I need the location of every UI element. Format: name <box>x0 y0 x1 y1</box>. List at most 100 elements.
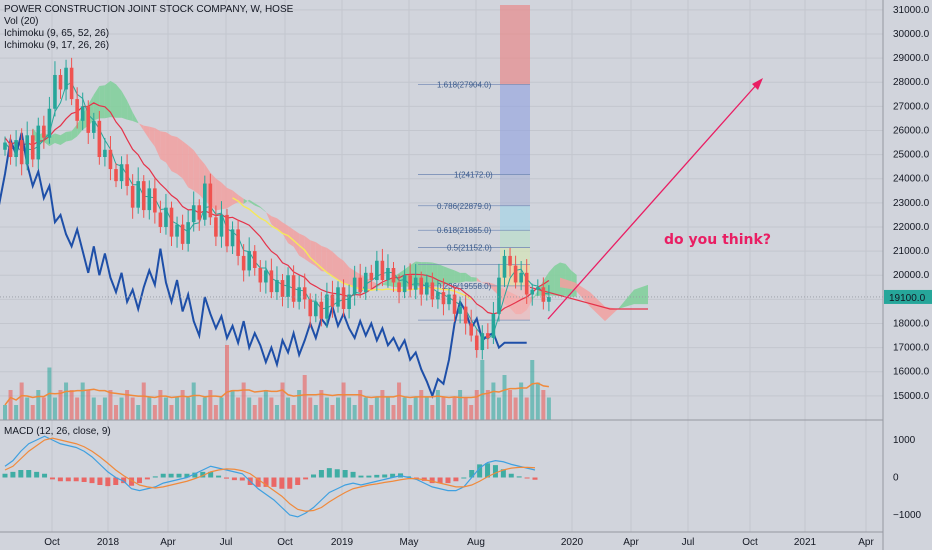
cloud-segment <box>116 84 122 118</box>
time-tick-label: Jul <box>220 537 233 548</box>
legend-macd[interactable]: MACD (12, 26, close, 9) <box>4 426 111 437</box>
volume-bar <box>91 397 96 420</box>
volume-bar <box>519 382 524 420</box>
candle-body <box>536 287 540 290</box>
volume-bar <box>186 397 191 420</box>
volume-bar <box>114 405 118 420</box>
cloud-segment <box>476 277 483 283</box>
volume-bar <box>241 382 246 420</box>
macd-histogram-bar <box>42 473 48 478</box>
candle-body <box>358 277 362 293</box>
candle-body <box>19 140 24 165</box>
future-cloud-segment <box>634 284 648 305</box>
cloud-segment <box>110 80 116 118</box>
legend-main-title[interactable]: POWER CONSTRUCTION JOINT STOCK COMPANY, … <box>4 4 294 15</box>
macd-histogram-bar <box>477 464 483 478</box>
volume-bar <box>286 397 291 420</box>
volume-bar <box>496 397 501 420</box>
volume-bar <box>297 390 302 420</box>
cloud-segment <box>171 135 178 174</box>
candle-body <box>214 217 218 237</box>
candle-body <box>436 292 440 300</box>
fib-level-label: 1(24172.0) <box>454 171 493 180</box>
candle-body <box>47 108 52 138</box>
volume-bar <box>363 397 368 420</box>
candle-body <box>547 296 551 302</box>
price-tick-label: 15000.0 <box>893 391 930 402</box>
candle-body <box>97 120 102 158</box>
candle-body <box>408 275 412 290</box>
candle-body <box>191 205 196 223</box>
legend-ichimoku-2[interactable]: Ichimoku (9, 17, 26, 26) <box>4 40 110 51</box>
candle-body <box>269 270 274 293</box>
macd-pane: 1000 0 −1000 <box>2 435 922 521</box>
last-price-label-bg <box>884 289 932 304</box>
volume-bar <box>202 397 207 420</box>
candle-body <box>314 301 318 317</box>
candle-body <box>75 99 79 121</box>
cloud-segment <box>243 198 250 204</box>
macd-histogram-bar <box>129 477 135 486</box>
volume-bar <box>397 382 402 420</box>
candle-body <box>319 301 324 319</box>
candle-body <box>25 135 29 165</box>
cloud-segment <box>321 245 327 272</box>
volume-bar <box>330 405 335 420</box>
candle-body <box>413 277 418 290</box>
cloud-segment <box>188 145 194 191</box>
candle-body <box>230 229 235 247</box>
cloud-segment <box>71 124 78 141</box>
price-tick-label: 31000.0 <box>893 5 930 16</box>
volume-bar <box>502 375 507 420</box>
macd-line <box>4 435 536 518</box>
macd-histogram-bar <box>97 477 103 485</box>
macd-histogram-bar <box>445 477 451 484</box>
volume-bar <box>158 390 163 420</box>
macd-histogram-bar <box>342 470 348 478</box>
cloud-segment <box>121 90 128 120</box>
candle-body <box>397 282 401 293</box>
candle-body <box>236 229 240 256</box>
candle-body <box>141 181 146 211</box>
macd-tick-label: −1000 <box>893 510 922 521</box>
candle-body <box>469 323 473 336</box>
candle-body <box>108 149 113 170</box>
future-cloud-segment <box>605 306 618 322</box>
volume-bar <box>491 382 496 420</box>
candle-body <box>524 272 529 295</box>
volume-bar <box>236 397 241 420</box>
candlesticks[interactable] <box>3 57 551 360</box>
candle-body <box>30 135 35 160</box>
candle-body <box>341 287 346 310</box>
cloud-segment <box>443 266 449 285</box>
legend-volume[interactable]: Vol (20) <box>4 16 39 27</box>
cloud-segment <box>437 263 444 285</box>
cloud-segment <box>288 225 294 247</box>
macd-histogram-bar <box>390 473 396 478</box>
volume-bar <box>219 397 224 420</box>
macd-histogram-bar <box>26 470 32 478</box>
volume-bar <box>119 397 124 420</box>
macd-histogram-bar <box>10 471 16 478</box>
macd-histogram-bar <box>89 477 95 484</box>
time-tick-label: 2021 <box>794 537 817 548</box>
cloud-segment <box>221 182 227 210</box>
price-tick-label: 24000.0 <box>893 174 930 185</box>
legend-ichimoku-1[interactable]: Ichimoku (9, 65, 52, 26) <box>4 28 110 39</box>
macd-histogram-bar <box>231 477 237 481</box>
volume-bar <box>213 405 218 420</box>
price-tick-label: 23000.0 <box>893 198 930 209</box>
volume-bar <box>125 390 130 420</box>
fib-level-label: 0.618(21865.0) <box>437 226 492 235</box>
time-tick-label: 2019 <box>331 537 354 548</box>
macd-histogram-bar <box>57 477 63 482</box>
volume-bar <box>141 382 146 420</box>
candle-body <box>158 212 163 227</box>
candle-body <box>92 120 96 133</box>
macd-histogram-bar <box>318 470 324 478</box>
candle-body <box>219 214 224 237</box>
candle-body <box>402 275 407 293</box>
cloud-segment <box>260 206 266 213</box>
volume-bar <box>225 345 229 420</box>
